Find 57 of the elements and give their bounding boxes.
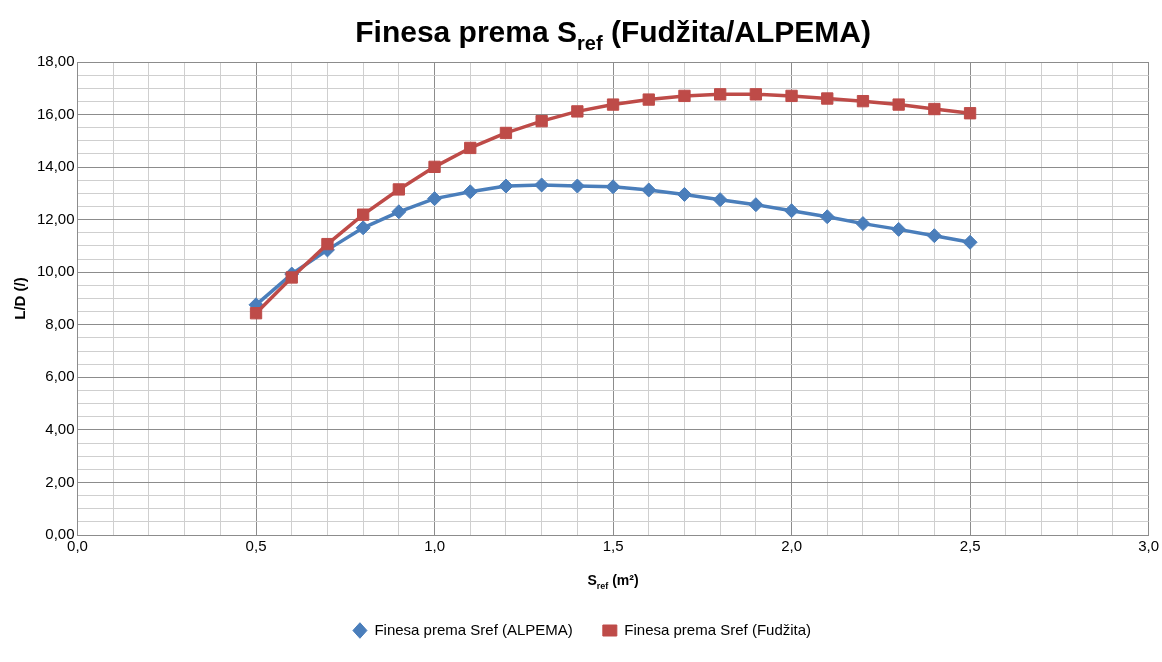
y-tick-label: 18,00 [36,52,75,70]
point [714,88,727,101]
y-axis-title: L/D (/) [11,277,29,320]
y-tick-label: 6,00 [45,367,75,385]
point [428,160,441,174]
y-tick-label: 16,00 [36,104,75,122]
point [962,234,978,250]
point [606,98,620,111]
point [785,89,798,103]
point [427,191,443,207]
point [821,92,834,105]
point [642,93,655,106]
point [641,182,657,198]
x-tick-label: 1,0 [424,537,445,555]
x-tick-label: 1,5 [602,537,624,555]
point [464,141,477,155]
point [891,221,907,237]
point [462,184,478,200]
point [569,178,585,194]
y-tick-label: 8,00 [45,314,75,332]
point [819,209,835,225]
point [605,179,621,195]
point [678,89,691,103]
point [926,228,942,244]
point [571,105,584,118]
point [498,178,514,194]
x-tick-label: 3,0 [1138,537,1159,555]
point [391,204,407,220]
legend-label: Finesa prema Sref (Fudžita) [624,620,812,638]
point [963,107,977,120]
point [321,237,334,251]
point [784,203,800,219]
point [712,192,728,208]
point [928,102,941,116]
point [285,271,298,284]
point [892,98,905,111]
x-tick-label: 0,5 [245,537,267,555]
point [355,220,371,236]
point [855,216,871,232]
x-tick-label: 2,5 [959,537,981,555]
point [356,208,370,221]
y-tick-label: 10,00 [36,262,75,280]
x-tick-label: 2,0 [781,537,802,555]
y-tick-label: 2,00 [45,472,75,490]
y-tick-label: 14,00 [36,157,75,175]
y-tick-label: 4,00 [45,420,75,438]
point [392,183,406,196]
point [749,88,763,101]
point [856,95,870,108]
legend-label: Finesa prema Sref (ALPEMA) [374,620,573,638]
y-tick-label: 12,00 [36,209,75,227]
point [499,126,513,140]
point [748,197,764,213]
point [534,177,550,193]
point [676,186,692,202]
point [535,114,548,128]
point [249,307,263,320]
